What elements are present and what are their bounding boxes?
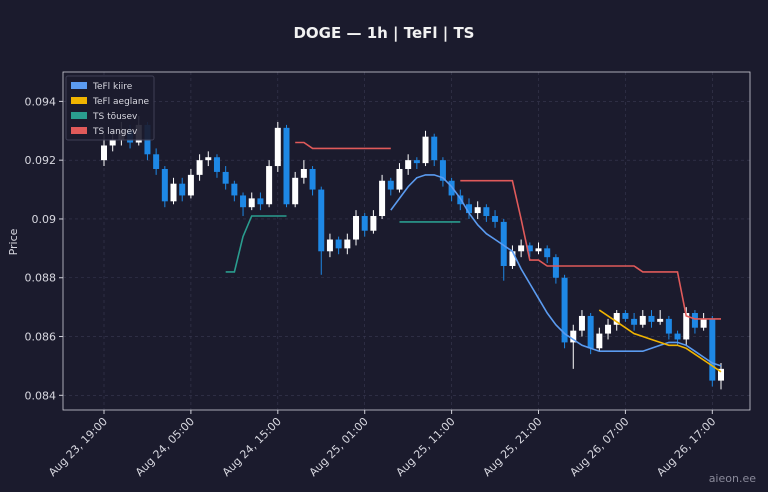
candle-body [196, 160, 203, 175]
candle-body [518, 245, 525, 252]
legend-label: TS langev [92, 127, 138, 137]
indicator-line [598, 309, 722, 373]
candle-body [509, 251, 516, 266]
candle-body [101, 145, 107, 161]
candle-body [718, 368, 724, 381]
candle-body [631, 318, 638, 325]
legend-swatch [71, 97, 87, 104]
candle-body [370, 216, 377, 231]
candle-body [300, 168, 307, 178]
candle-body [544, 248, 551, 258]
candle-body [431, 136, 438, 161]
candle-body [657, 318, 664, 322]
y-tick-label: 0.092 [25, 154, 57, 167]
candle-body [613, 313, 620, 325]
candle-body [700, 318, 707, 328]
candle-body [213, 157, 220, 172]
candle-body [605, 324, 612, 334]
plot-frame [62, 71, 751, 411]
candle-body [292, 177, 299, 205]
candle-body [422, 136, 429, 164]
indicator-line [225, 215, 461, 273]
legend: TeFl kiire TeFl aeglane TS tõusev TS langev [65, 75, 155, 141]
candle-body [344, 239, 351, 249]
candle-body [492, 216, 499, 222]
candle-body [387, 180, 394, 190]
candle-body [639, 315, 646, 325]
candle-body [665, 318, 672, 334]
candle-body [283, 127, 290, 205]
candle-body [526, 245, 533, 252]
legend-swatch [71, 112, 87, 119]
candle-body [709, 318, 716, 381]
candle-body [222, 171, 229, 184]
legend-label: TeFl aeglane [92, 97, 150, 107]
candle-body [257, 198, 264, 205]
candle-body [266, 166, 273, 205]
y-axis-label: Price [7, 228, 20, 255]
candle-body [248, 198, 255, 208]
candle-body [683, 313, 690, 340]
candle-body [361, 216, 368, 231]
candle-body [161, 168, 168, 202]
candle-body [622, 313, 629, 319]
indicator-line [295, 141, 721, 320]
candle-body [552, 257, 559, 278]
candle-body [535, 248, 542, 252]
legend-swatch [71, 82, 87, 89]
candle-body [587, 315, 594, 349]
candle-body [648, 315, 655, 322]
candle-body [674, 333, 681, 340]
y-tick-label: 0.094 [25, 95, 57, 108]
candle-body [240, 195, 247, 208]
legend-box [65, 75, 155, 141]
candle-body [465, 204, 472, 214]
candle-body [561, 277, 568, 343]
candle-body [413, 160, 420, 164]
candle-body [153, 154, 160, 169]
chart-title: DOGE — 1h | TeFl | TS [293, 24, 474, 43]
candle-body [353, 216, 360, 240]
candle-body [500, 221, 507, 266]
candle-body [170, 183, 177, 202]
candle-body [448, 180, 455, 196]
candle-body [318, 189, 325, 252]
candle-body [405, 160, 412, 169]
y-tick-label: 0.086 [25, 331, 57, 344]
legend-label: TS tõusev [92, 112, 138, 122]
candle-body [439, 160, 446, 181]
y-tick-label: 0.088 [25, 272, 57, 285]
watermark: aieon.ee [709, 472, 757, 485]
candle-body [231, 183, 238, 196]
candle-body [109, 139, 116, 146]
plot-area [63, 72, 750, 410]
indicator-line [390, 174, 722, 367]
candle-body [309, 168, 316, 190]
y-tick-label: 0.09 [32, 213, 57, 226]
y-tick-label: 0.084 [25, 389, 57, 402]
candle-body [596, 333, 603, 349]
candle-body [326, 239, 333, 252]
candle-body [570, 330, 577, 343]
candle-body [274, 127, 281, 167]
candle-body [179, 183, 186, 196]
candle-body [379, 180, 386, 217]
candle-body [187, 174, 194, 196]
candle-body [483, 207, 490, 217]
legend-label: TeFl kiire [92, 82, 133, 92]
candle-body [578, 315, 585, 331]
candle-body [691, 313, 698, 328]
legend-swatch [71, 127, 87, 134]
candle-body [205, 157, 212, 161]
candle-body [396, 168, 403, 190]
candle-body [335, 239, 342, 249]
candle-body [474, 207, 481, 214]
